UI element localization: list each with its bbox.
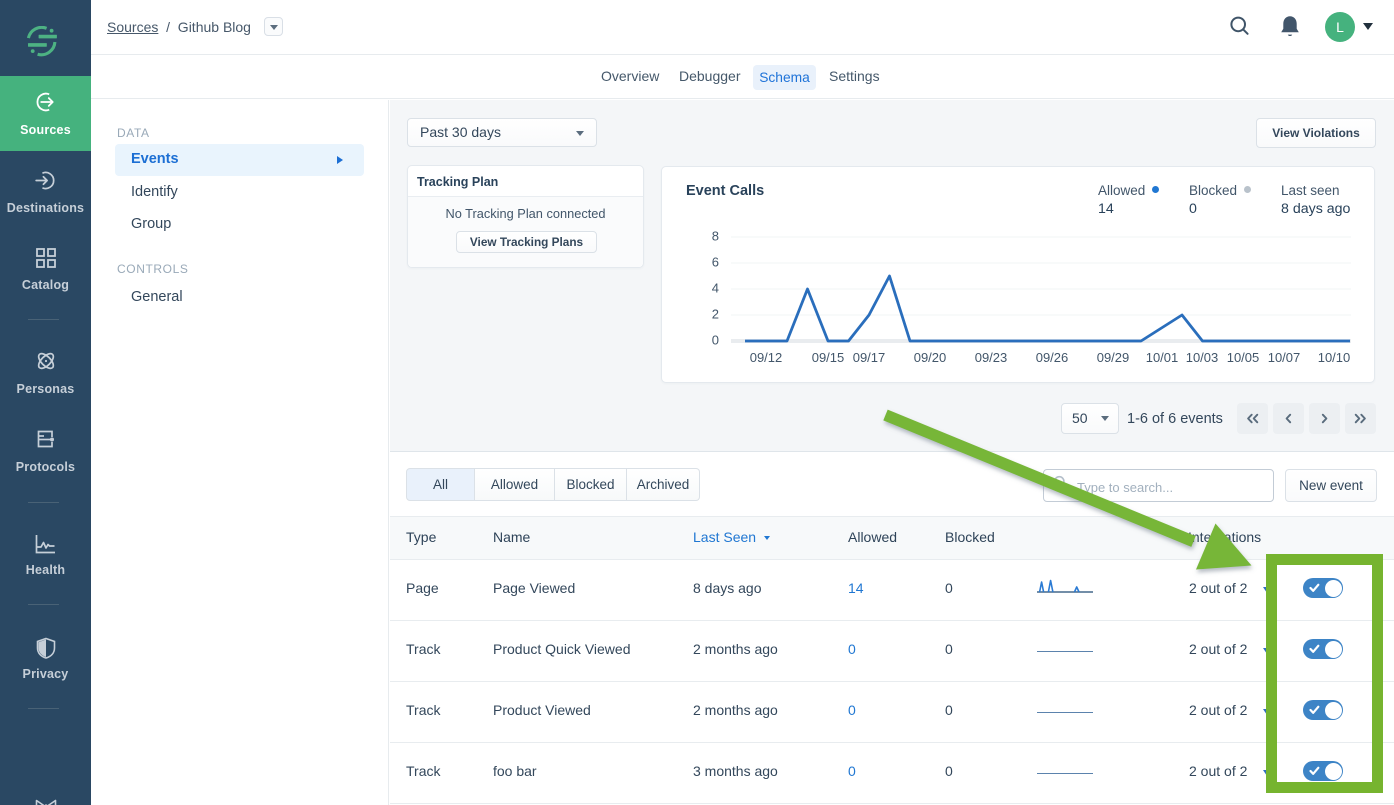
svg-text:6: 6 <box>712 255 719 270</box>
svg-text:8: 8 <box>712 229 719 244</box>
svg-text:10/05: 10/05 <box>1227 350 1260 365</box>
svg-text:10/01: 10/01 <box>1146 350 1179 365</box>
svg-text:09/17: 09/17 <box>853 350 886 365</box>
svg-text:0: 0 <box>712 333 719 348</box>
svg-text:10/03: 10/03 <box>1186 350 1219 365</box>
svg-text:09/15: 09/15 <box>812 350 845 365</box>
svg-text:10/10: 10/10 <box>1318 350 1351 365</box>
svg-text:2: 2 <box>712 307 719 322</box>
svg-text:09/26: 09/26 <box>1036 350 1069 365</box>
svg-text:09/12: 09/12 <box>750 350 783 365</box>
svg-text:4: 4 <box>712 281 719 296</box>
svg-text:09/20: 09/20 <box>914 350 947 365</box>
svg-text:09/29: 09/29 <box>1097 350 1130 365</box>
svg-text:09/23: 09/23 <box>975 350 1008 365</box>
svg-text:10/07: 10/07 <box>1268 350 1301 365</box>
